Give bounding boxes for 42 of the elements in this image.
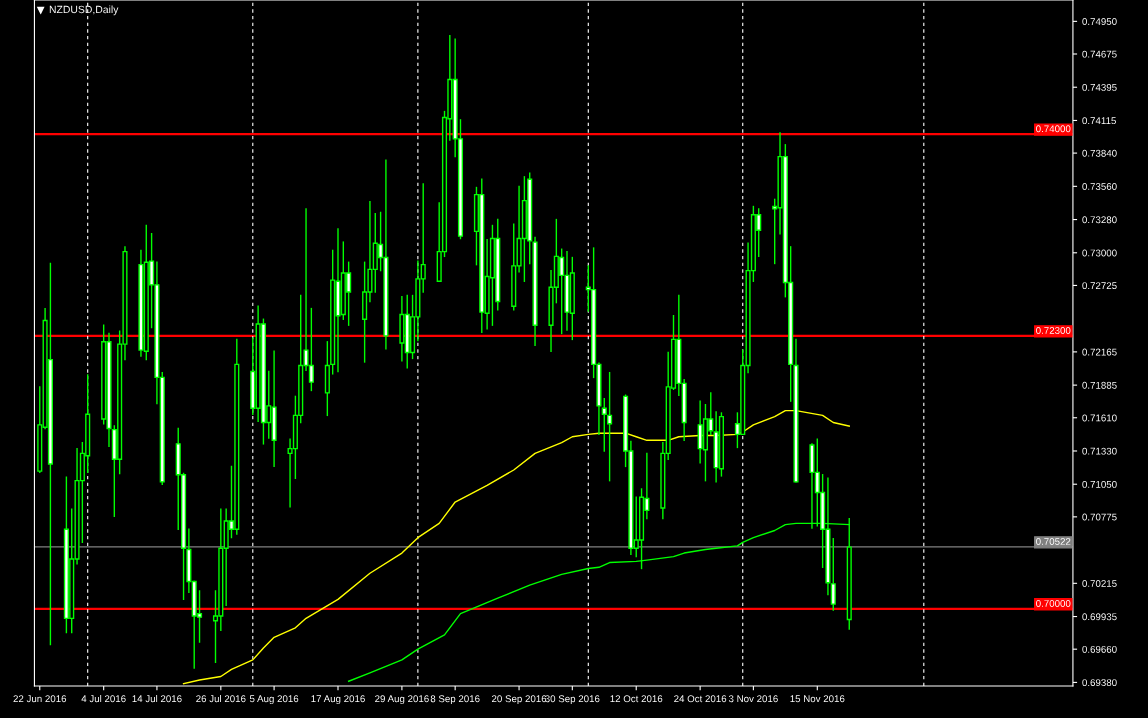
y-tick-label: 0.69380 <box>1082 679 1117 687</box>
x-tick-label: 30 Sep 2016 <box>545 695 600 705</box>
x-tick-label: 22 Jun 2016 <box>13 695 67 703</box>
y-tick-label: 0.71885 <box>1082 381 1117 389</box>
candlestick <box>830 538 836 611</box>
y-tick-label: 0.70775 <box>1082 513 1117 521</box>
ref-line-label: 0.70522 <box>1036 538 1071 545</box>
x-tick-label: 12 Oct 2016 <box>610 695 663 703</box>
y-tick-label: 0.71330 <box>1082 447 1117 455</box>
x-tick-label: 29 Aug 2016 <box>375 695 429 705</box>
x-tick-label: 8 Sep 2016 <box>430 695 480 705</box>
y-tick-label: 0.74395 <box>1082 83 1117 91</box>
x-tick-label: 24 Oct 2016 <box>674 695 727 703</box>
chart-title: NZDUSD,Daily <box>49 5 119 16</box>
y-tick-label: 0.71050 <box>1082 480 1117 488</box>
ref-line-label: 0.70000 <box>1036 600 1071 607</box>
x-tick-label: 14 Jul 2016 <box>132 695 182 703</box>
y-tick-label: 0.73000 <box>1082 249 1117 257</box>
y-tick-label: 0.71610 <box>1082 414 1117 422</box>
y-tick-label: 0.69935 <box>1082 613 1117 621</box>
x-tick-label: 4 Jul 2016 <box>81 695 126 703</box>
y-tick-label: 0.74115 <box>1082 117 1116 125</box>
x-tick-label: 26 Jul 2016 <box>196 695 246 703</box>
x-tick-label: 17 Aug 2016 <box>311 695 365 705</box>
x-tick-label: 20 Sep 2016 <box>491 695 547 705</box>
y-tick-label: 0.73280 <box>1082 216 1117 224</box>
x-tick-label: 3 Nov 2016 <box>728 695 778 703</box>
y-tick-label: 0.70215 <box>1082 580 1117 587</box>
y-tick-label: 0.73840 <box>1082 149 1117 157</box>
candlestick <box>601 398 607 452</box>
x-tick-label: 5 Aug 2016 <box>249 695 299 705</box>
y-tick-label: 0.74675 <box>1082 50 1117 58</box>
y-tick-label: 0.72725 <box>1082 282 1117 290</box>
x-tick-label: 15 Nov 2016 <box>790 695 845 703</box>
y-tick-label: 0.72165 <box>1082 348 1117 356</box>
ref-line-label: 0.74000 <box>1036 125 1071 133</box>
candlestick <box>607 371 613 482</box>
y-tick-label: 0.69660 <box>1082 645 1117 653</box>
ref-line-label: 0.72300 <box>1036 327 1071 334</box>
y-tick-label: 0.74950 <box>1082 18 1117 25</box>
y-tick-label: 0.73560 <box>1082 183 1117 190</box>
line-series <box>182 409 850 685</box>
